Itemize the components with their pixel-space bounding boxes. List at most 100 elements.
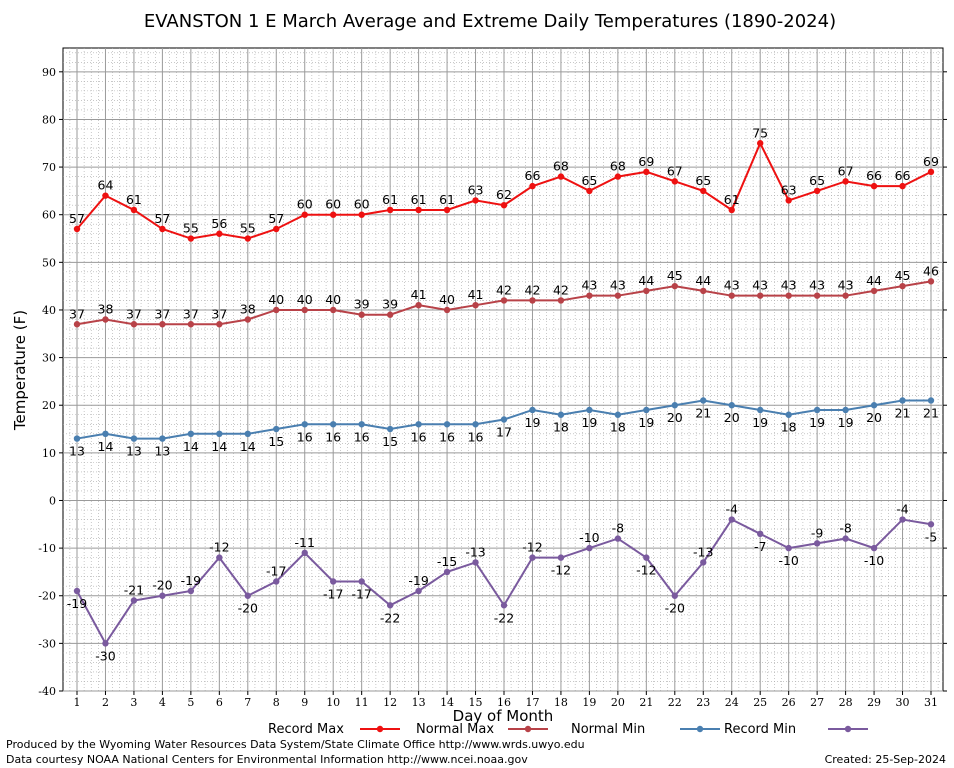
- record-max-data-label: 60: [325, 197, 341, 212]
- record-max-data-label: 67: [838, 163, 854, 178]
- record-max-data-label: 66: [895, 168, 911, 183]
- record-max-point: [870, 182, 878, 190]
- normal-max-point: [728, 292, 735, 299]
- normal-min-point: [330, 421, 337, 428]
- record-max-point: [358, 211, 365, 218]
- normal-min-data-label: 16: [354, 429, 370, 444]
- record-max-data-label: 61: [724, 192, 740, 207]
- normal-min-point: [187, 430, 195, 437]
- record-min-point: [159, 592, 166, 599]
- record-max-data-label: 57: [69, 211, 85, 226]
- record-max-data-label: 61: [439, 192, 455, 207]
- record-min-point: [130, 597, 138, 604]
- normal-max-point: [813, 292, 821, 299]
- record-min-data-label: -12: [636, 563, 656, 578]
- major-grid: [63, 48, 943, 692]
- record-max-point: [614, 173, 622, 180]
- normal-min-data-label: 18: [610, 420, 626, 435]
- record-max-point: [386, 206, 394, 214]
- normal-max-data-label: 37: [183, 306, 199, 321]
- record-min-data-label: -21: [124, 583, 144, 598]
- normal-min-point: [728, 402, 735, 409]
- record-min-point: [614, 535, 622, 542]
- x-axis-label: Day of Month: [453, 707, 554, 725]
- record-max-point: [73, 225, 81, 233]
- record-max-data-label: 64: [98, 178, 114, 193]
- normal-min-point: [130, 435, 138, 442]
- x-tick-label: 16: [497, 696, 511, 709]
- normal-max-data-label: 44: [638, 273, 654, 288]
- record-min-data-label: -11: [295, 535, 315, 550]
- record-min-data-label: -12: [522, 540, 542, 555]
- footer-created: Created: 25-Sep-2024: [825, 753, 946, 766]
- record-min-data-label: -10: [778, 553, 798, 568]
- y-tick-label: 30: [42, 352, 56, 365]
- normal-max-data-label: 43: [610, 278, 626, 293]
- normal-min-point: [842, 406, 849, 414]
- normal-max-data-label: 40: [325, 292, 341, 307]
- normal-min-point: [643, 406, 650, 414]
- record-max-point: [899, 182, 906, 190]
- record-max-point: [700, 187, 707, 195]
- x-tick-label: 15: [469, 696, 483, 709]
- record-min-data-label: -7: [754, 539, 766, 554]
- normal-min-point: [472, 421, 479, 428]
- record-max-point: [273, 225, 280, 233]
- normal-max-data-label: 40: [297, 292, 313, 307]
- record-min-point: [443, 568, 451, 576]
- normal-min-point: [244, 430, 251, 437]
- record-max-point: [557, 173, 565, 180]
- normal-max-data-label: 44: [866, 273, 882, 288]
- record-min-data-label: -13: [693, 544, 713, 559]
- record-max-data-label: 56: [211, 216, 227, 231]
- record-min-point: [757, 530, 764, 538]
- record-min-data-label: -13: [465, 544, 485, 559]
- normal-min-point: [785, 411, 792, 418]
- normal-min-point: [159, 435, 166, 442]
- normal-max-data-label: 43: [781, 278, 797, 293]
- record-min-data-label: -4: [896, 502, 909, 517]
- record-min-data-label: -12: [551, 563, 571, 578]
- normal-min-point: [927, 397, 935, 404]
- normal-max-legend-label: Normal Max: [416, 722, 494, 737]
- normal-max-data-label: 43: [752, 278, 768, 293]
- record-max-point: [216, 230, 223, 237]
- x-tick-label: 20: [611, 696, 625, 709]
- normal-min-point: [273, 425, 280, 433]
- normal-min-data-label: 19: [752, 415, 768, 430]
- normal-max-data-label: 46: [923, 263, 939, 278]
- x-tick-label: 27: [810, 696, 824, 709]
- y-tick-label: 90: [42, 66, 56, 79]
- record-max-data-label: 60: [354, 197, 370, 212]
- normal-min-data-label: 18: [553, 420, 569, 435]
- record-min-legend-marker: [844, 725, 852, 733]
- normal-max-data-label: 41: [468, 287, 484, 302]
- record-max-point: [443, 206, 451, 214]
- normal-max-point: [899, 282, 906, 290]
- record-min-point: [586, 544, 593, 552]
- record-max-point: [187, 235, 195, 242]
- normal-max-point: [472, 302, 479, 309]
- normal-max-data-label: 38: [240, 301, 256, 316]
- normal-min-data-label: 14: [240, 439, 256, 454]
- record-max-point: [586, 187, 593, 195]
- normal-min-data-label: 17: [496, 425, 512, 440]
- normal-max-point: [500, 297, 508, 304]
- normal-min-data-label: 19: [525, 415, 541, 430]
- normal-min-data-label: 19: [581, 415, 597, 430]
- record-max-point: [301, 211, 308, 218]
- normal-max-point: [785, 292, 792, 299]
- normal-max-point: [529, 297, 536, 304]
- normal-min-point: [216, 430, 223, 437]
- record-min-point: [785, 544, 792, 552]
- record-min-data-label: -17: [323, 586, 343, 601]
- normal-max-data-label: 43: [724, 278, 740, 293]
- normal-max-point: [557, 297, 565, 304]
- normal-max-point: [757, 292, 764, 299]
- normal-min-point: [529, 406, 536, 414]
- x-tick-label: 4: [159, 696, 166, 709]
- normal-max-point: [443, 306, 451, 314]
- record-max-data-label: 63: [468, 182, 484, 197]
- record-min-data-label: -30: [95, 648, 115, 663]
